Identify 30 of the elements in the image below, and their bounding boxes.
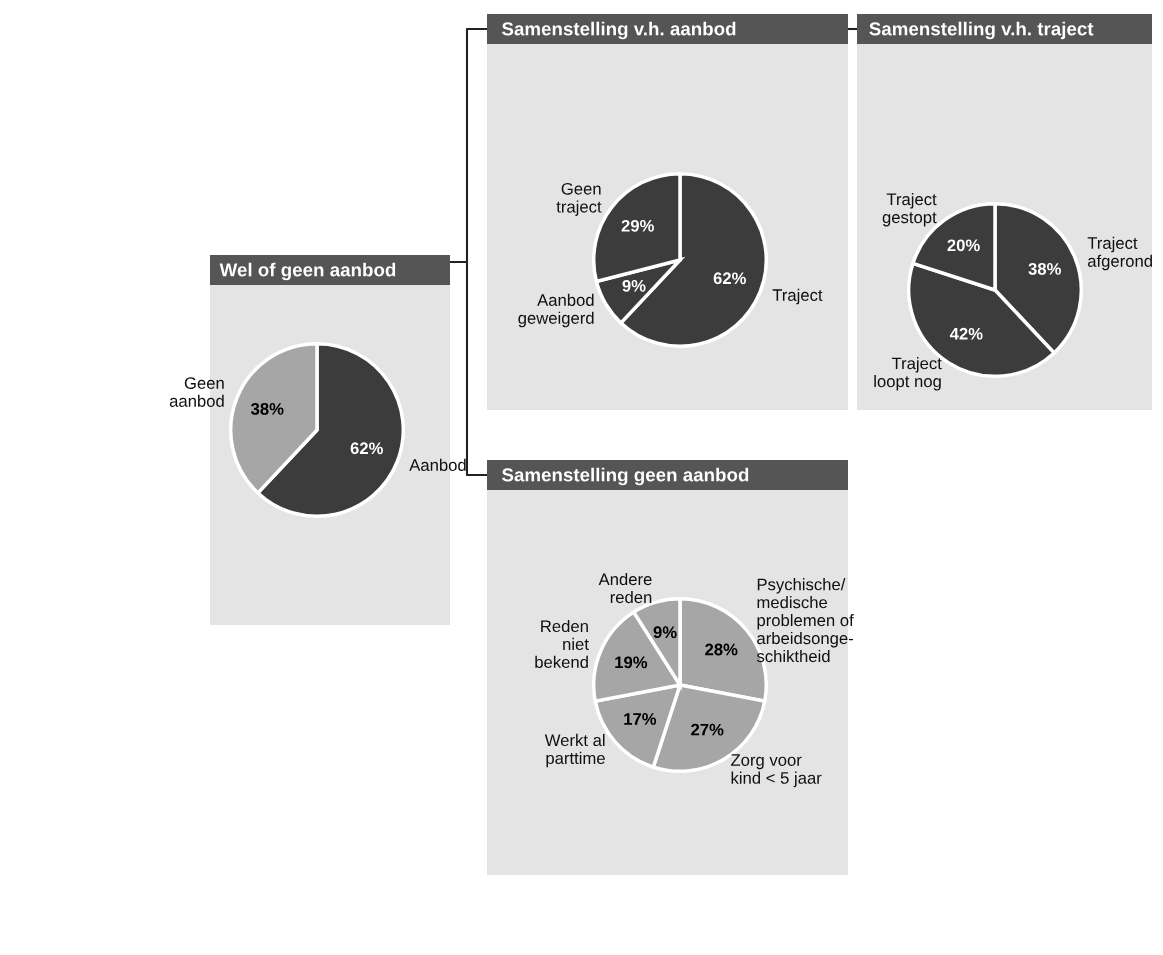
- slice-label: Traject afgerond: [1087, 236, 1152, 271]
- slice-label: Werkt al parttime: [544, 733, 605, 768]
- chart-title: Wel of geen aanbod: [219, 262, 396, 281]
- data-label: 38%: [1028, 262, 1061, 275]
- slice-label: Reden niet bekend: [535, 619, 589, 669]
- slice-label: Aanbod: [409, 458, 466, 471]
- data-label: 29%: [621, 219, 654, 232]
- data-label: 19%: [615, 656, 648, 669]
- slice-label: Geen aanbod: [169, 377, 224, 407]
- slice-label: Geen traject: [556, 182, 602, 216]
- data-label: 17%: [624, 713, 657, 725]
- data-label: 62%: [713, 272, 746, 285]
- chart-title: Samenstelling geen aanbod: [501, 467, 749, 486]
- slice-label: Traject: [772, 288, 823, 305]
- slice-label: Andere reden: [598, 572, 652, 604]
- data-label: 9%: [653, 626, 677, 639]
- slice-label: Traject loopt nog: [874, 357, 942, 391]
- slice-label: Aanbod geweigerd: [518, 293, 594, 328]
- data-label: 28%: [705, 643, 738, 656]
- chart-title: Samenstelling v.h. aanbod: [501, 21, 736, 40]
- data-label: 27%: [691, 723, 724, 736]
- chart-title: Samenstelling v.h. traject: [869, 21, 1094, 40]
- data-label: 42%: [949, 327, 983, 340]
- slice-label: Traject gestopt: [882, 192, 937, 227]
- data-label: 20%: [947, 239, 980, 252]
- data-label: 38%: [250, 402, 284, 415]
- data-label: 62%: [350, 442, 383, 455]
- slice-label: Psychische/ medische problemen of arbeidsonge- schiktheid: [756, 578, 854, 663]
- data-label: 9%: [622, 279, 646, 292]
- slice-label: Zorg voor kind < 5 jaar: [731, 754, 822, 788]
